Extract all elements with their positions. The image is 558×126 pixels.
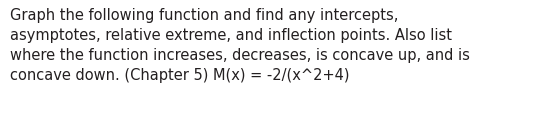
Text: Graph the following function and find any intercepts,
asymptotes, relative extre: Graph the following function and find an… <box>10 8 470 83</box>
